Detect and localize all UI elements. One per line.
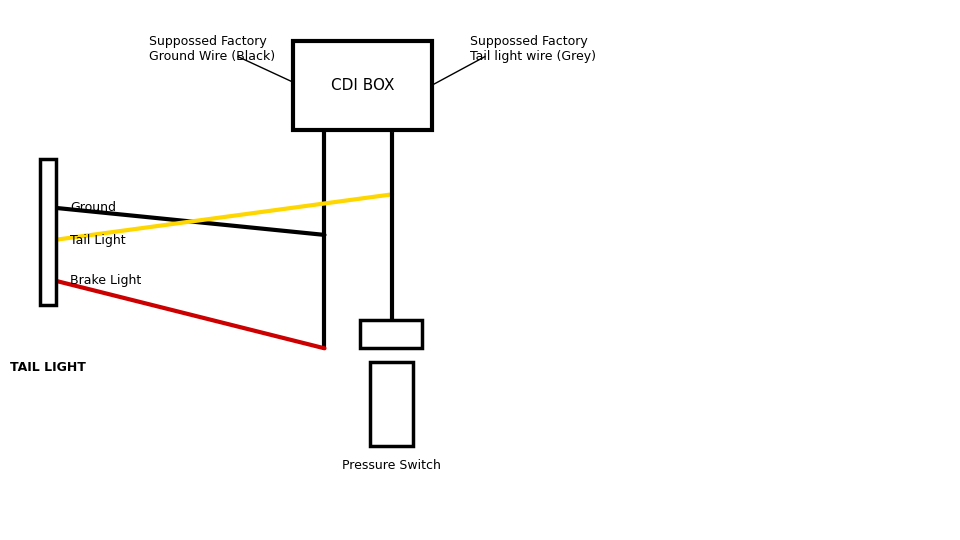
Bar	[293, 40, 432, 130]
Text: Suppossed Factory
Ground Wire (Black): Suppossed Factory Ground Wire (Black)	[149, 35, 275, 63]
Bar	[370, 362, 413, 446]
Text: Suppossed Factory
Tail light wire (Grey): Suppossed Factory Tail light wire (Grey)	[470, 35, 596, 63]
Text: CDI BOX: CDI BOX	[330, 78, 395, 92]
Text: Brake Light: Brake Light	[70, 274, 141, 287]
Text: Tail Light: Tail Light	[70, 234, 126, 247]
Text: Ground: Ground	[70, 201, 116, 214]
Bar	[360, 320, 422, 348]
Text: TAIL LIGHT: TAIL LIGHT	[10, 361, 85, 374]
Bar	[40, 159, 56, 305]
Text: Pressure Switch: Pressure Switch	[342, 459, 441, 472]
